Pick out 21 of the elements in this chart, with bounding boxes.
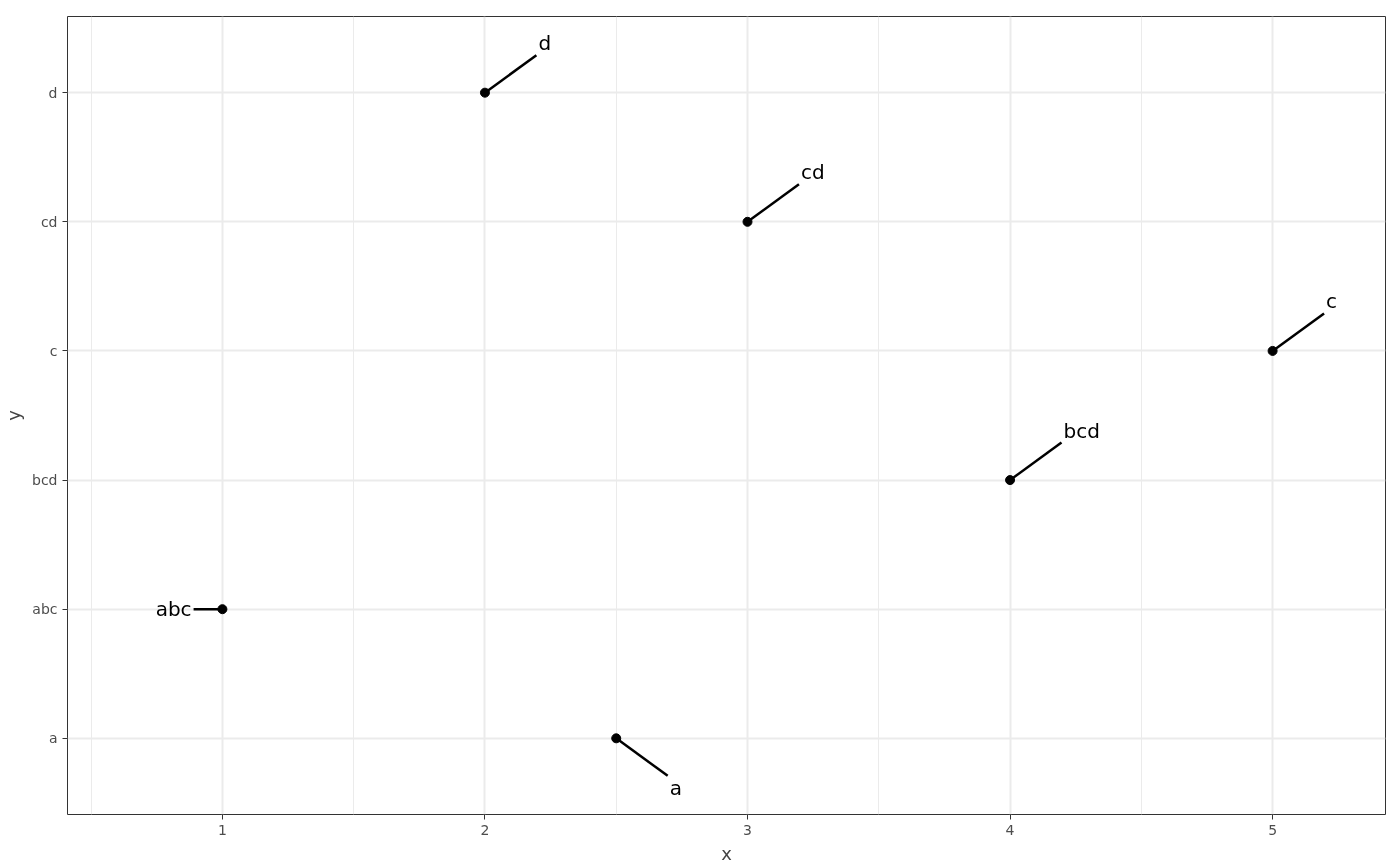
point: [217, 604, 228, 615]
annotation: bcd: [1063, 418, 1100, 443]
annotation: a: [669, 775, 682, 800]
x-tick-label: 1: [217, 821, 227, 838]
x-tick-label: 3: [743, 821, 752, 838]
x-tick-label: 5: [1268, 821, 1278, 838]
y-tick-label: d: [48, 84, 58, 101]
annotation: cd: [800, 160, 825, 185]
x-tick-label: 2: [480, 821, 490, 838]
y-tick-label: a: [48, 730, 58, 747]
x-tick-label: 4: [1005, 821, 1015, 838]
y-axis-title: y: [3, 409, 25, 421]
y-tick-label: abc: [32, 601, 58, 618]
y-tick-label: cd: [40, 213, 58, 230]
x-axis-title: x: [721, 842, 733, 864]
annotation: c: [1326, 289, 1338, 314]
y-tick-label: c: [49, 342, 58, 359]
annotation: d: [538, 31, 552, 56]
y-tick-label: bcd: [32, 472, 58, 489]
annotation: abc: [155, 597, 192, 622]
point: [742, 216, 753, 227]
